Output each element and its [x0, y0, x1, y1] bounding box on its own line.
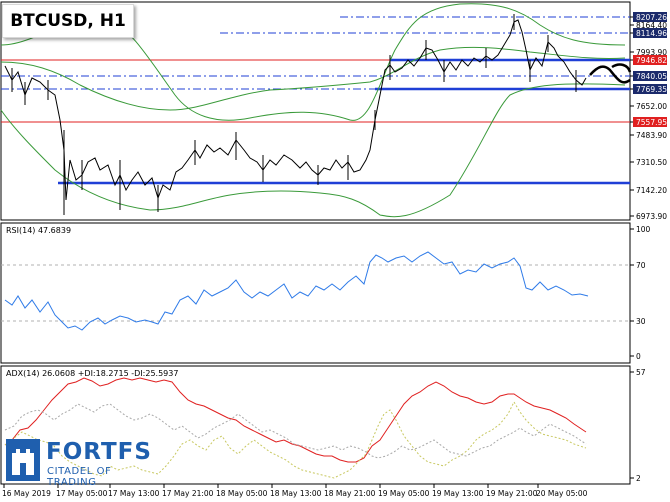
price-tag: [633, 12, 667, 22]
rsi-axis-label: 100: [636, 225, 651, 234]
time-label: 16 May 2019: [2, 489, 51, 498]
price-tag: [633, 71, 667, 81]
rsi-line[interactable]: [4, 251, 589, 331]
forecast-arrow-icon: [589, 63, 632, 84]
chart-title: BTCUSD, H1: [2, 4, 134, 38]
price-label: 7142.20: [636, 186, 667, 195]
price-label: 8164.40: [636, 21, 667, 30]
price-label: 7652.00: [636, 102, 667, 111]
plus-di-line: [4, 400, 587, 479]
price-tag: [633, 84, 667, 94]
price-label: 7840.05: [636, 72, 667, 81]
rsi-axis-label: 30: [636, 317, 646, 326]
price-label: 7946.82: [636, 56, 667, 65]
price-series[interactable]: [4, 14, 587, 215]
time-axis: 16 May 2019 17 May 05:00 17 May 13:00 17 Ma…: [2, 484, 588, 498]
time-label: 17 May 13:00: [108, 489, 160, 498]
time-label: 17 May 05:00: [56, 489, 108, 498]
price-label: 6973.90: [636, 212, 667, 221]
time-label: 18 May 05:00: [216, 489, 268, 498]
price-label: 8207.26: [636, 13, 667, 22]
price-label: 7993.90: [636, 48, 667, 57]
fortress-logo-icon: [6, 439, 40, 481]
rsi-axis: 100 70 30 0: [630, 225, 651, 361]
price-label: 7769.35: [636, 85, 667, 94]
rsi-axis-label: 70: [636, 261, 646, 270]
adx-indicator[interactable]: [4, 377, 587, 479]
price-label: 7557.95: [636, 118, 667, 127]
price-tag: [633, 55, 667, 65]
price-tag: [633, 117, 667, 127]
price-label: 8114.96: [636, 29, 667, 38]
time-label: 19 May 21:00: [486, 489, 538, 498]
adx-line: [4, 377, 587, 463]
time-label: 17 May 21:00: [162, 489, 214, 498]
price-tag: [633, 28, 667, 38]
time-label: 20 May 05:00: [536, 489, 588, 498]
time-label: 18 May 21:00: [324, 489, 376, 498]
adx-axis-label: 2: [636, 474, 641, 483]
minus-di-line: [4, 403, 587, 459]
logo-name: FORTFS: [46, 439, 152, 465]
adx-axis-label: 57: [636, 368, 646, 377]
adx-label: ADX(14) 26.0608 +DI:18.2715 -DI:25.5937: [6, 369, 178, 378]
price-label: 7310.50: [636, 158, 667, 167]
adx-panel[interactable]: [0, 365, 631, 485]
price-label: 7483.90: [636, 131, 667, 140]
rsi-axis-label: 0: [636, 352, 641, 361]
rsi-label: RSI(14) 47.6839: [6, 226, 71, 235]
logo-tagline: CITADEL OF TRADING: [47, 466, 112, 488]
time-label: 19 May 05:00: [378, 489, 430, 498]
fortfs-logo: FORTFS CITADEL OF TRADING: [6, 439, 156, 488]
rsi-panel[interactable]: [0, 222, 631, 364]
adx-axis: 57 2: [630, 368, 646, 483]
time-label: 18 May 13:00: [270, 489, 322, 498]
time-label: 19 May 13:00: [432, 489, 484, 498]
